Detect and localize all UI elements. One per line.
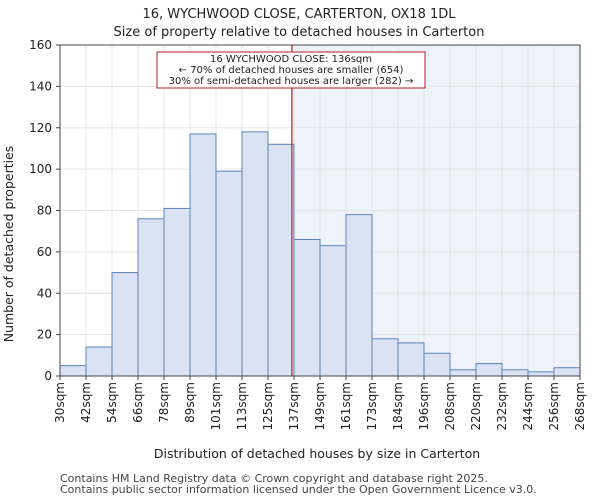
y-tick-label: 80 [37,204,52,218]
x-tick-label: 42sqm [79,382,93,423]
x-tick-label: 268sqm [573,382,587,430]
x-tick-label: 113sqm [235,382,249,430]
x-axis-label: Distribution of detached houses by size … [154,446,480,461]
x-tick-label: 78sqm [157,382,171,423]
histogram-bar [397,342,425,377]
x-tick-label: 184sqm [391,382,405,430]
annotation-line-3: 30% of semi-detached houses are larger (… [169,76,414,87]
annotation-line-2: ← 70% of detached houses are smaller (65… [179,65,404,76]
histogram-bar [423,352,451,377]
histogram-bar [111,272,139,377]
x-tick-label: 256sqm [547,382,561,430]
histogram-bar [267,143,295,377]
y-tick-label: 120 [29,121,52,135]
x-tick-label: 161sqm [339,382,353,430]
y-axis-label: Number of detached properties [1,146,16,343]
chart-title: 16, WYCHWOOD CLOSE, CARTERTON, OX18 1DL [143,7,457,22]
y-tick-label: 160 [29,38,52,52]
x-tick-label: 208sqm [443,382,457,430]
x-tick-label: 244sqm [521,382,535,430]
y-tick-label: 140 [29,79,52,93]
histogram-bar [449,369,477,377]
x-tick-label: 54sqm [105,382,119,423]
y-tick-label: 20 [37,328,52,342]
x-tick-label: 101sqm [209,382,223,430]
histogram-bar [137,218,165,377]
y-tick-label: 100 [29,162,52,176]
x-tick-label: 196sqm [417,382,431,430]
x-tick-label: 173sqm [365,382,379,430]
x-tick-label: 30sqm [53,382,67,423]
footer-licence: Contains public sector information licen… [60,483,537,496]
y-tick-label: 40 [37,286,52,300]
y-tick-label: 60 [37,245,52,259]
x-tick-label: 66sqm [131,382,145,423]
chart-subtitle: Size of property relative to detached ho… [114,25,485,40]
histogram-bar [215,170,243,377]
x-tick-label: 220sqm [469,382,483,430]
histogram-bar [189,133,217,377]
footer-copyright: Contains HM Land Registry data © Crown c… [60,472,488,485]
histogram-bar [501,369,529,377]
histogram-bar [475,363,503,377]
x-tick-label: 125sqm [261,382,275,430]
histogram-bar [527,371,555,377]
histogram-bar [241,131,269,377]
x-tick-label: 89sqm [183,382,197,423]
histogram-bar [59,365,87,377]
histogram-bar [163,207,191,377]
y-tick-label: 0 [44,369,52,383]
annotation-line-1: 16 WYCHWOOD CLOSE: 136sqm [210,54,372,65]
histogram-bar [293,238,321,377]
histogram-bar [345,214,373,377]
histogram-bar [553,367,581,377]
x-tick-label: 232sqm [495,382,509,430]
histogram-bar [85,346,113,377]
x-tick-label: 137sqm [287,382,301,430]
annotation-box: 16 WYCHWOOD CLOSE: 136sqm ← 70% of detac… [156,51,426,89]
x-tick-label: 149sqm [313,382,327,430]
histogram-bar [371,338,399,377]
histogram-bar [319,245,347,377]
